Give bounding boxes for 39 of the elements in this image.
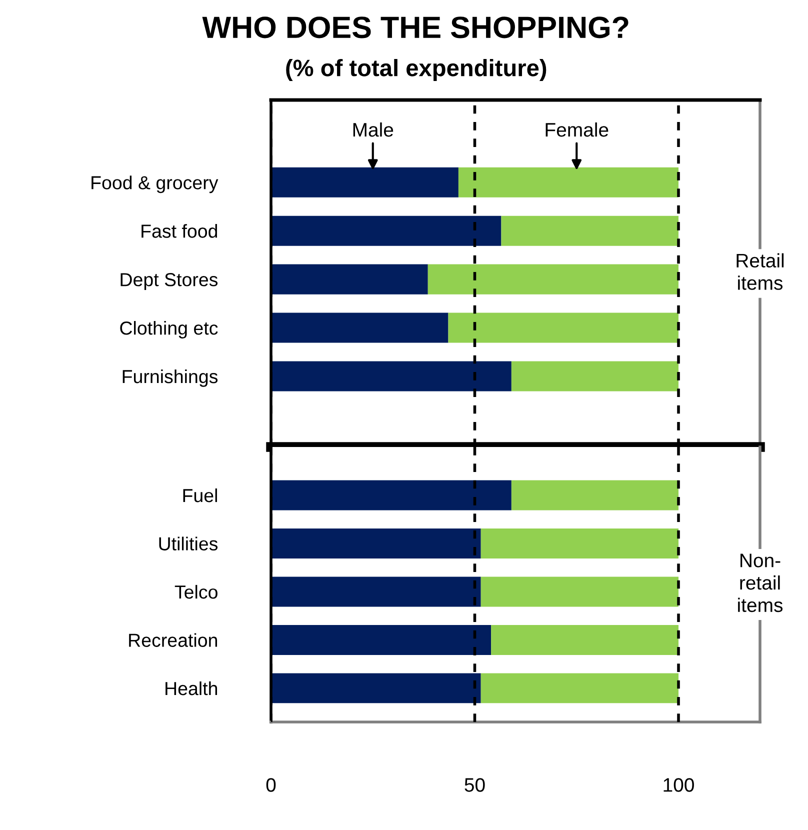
y-tick-label: Recreation	[129, 633, 218, 647]
bar	[458, 167, 678, 198]
y-tick-label: Health	[166, 681, 218, 696]
x-tick-label: 0	[266, 778, 276, 792]
bar	[271, 528, 481, 558]
bar	[271, 576, 481, 607]
bar	[271, 673, 481, 704]
bar	[480, 576, 678, 607]
annotation: Non- retail items	[738, 554, 783, 612]
bar	[271, 361, 512, 392]
series-label: Male	[353, 122, 394, 137]
x-tick-label: 50	[464, 778, 485, 792]
chart-subtitle: (% of total expenditure)	[286, 58, 546, 82]
bar	[501, 216, 678, 246]
y-tick-label: Food & grocery	[92, 176, 218, 194]
bar	[271, 264, 428, 294]
y-tick-label: Utilities	[159, 536, 218, 550]
bar	[271, 625, 492, 655]
y-tick-label: Telco	[174, 584, 218, 599]
bar	[491, 625, 678, 655]
y-tick-label: Fuel	[183, 488, 217, 502]
y-tick-label: Clothing etc	[120, 320, 218, 338]
bar	[271, 480, 512, 510]
y-tick-label: Furnishings	[122, 369, 218, 387]
bar	[271, 312, 448, 343]
bar	[271, 216, 502, 246]
bar	[480, 673, 678, 704]
x-tick-label: 100	[664, 778, 694, 792]
bar	[511, 361, 678, 392]
bar	[271, 167, 458, 198]
series-label: Female	[546, 122, 608, 137]
annotation: Retail items	[736, 253, 784, 290]
chart-title: WHO DOES THE SHOPPING?	[202, 16, 628, 38]
bar	[511, 480, 678, 510]
bar	[480, 528, 678, 558]
bar	[428, 264, 678, 294]
y-tick-label: Fast food	[142, 224, 218, 238]
bar	[448, 312, 678, 343]
y-tick-label: Dept Stores	[120, 273, 218, 290]
